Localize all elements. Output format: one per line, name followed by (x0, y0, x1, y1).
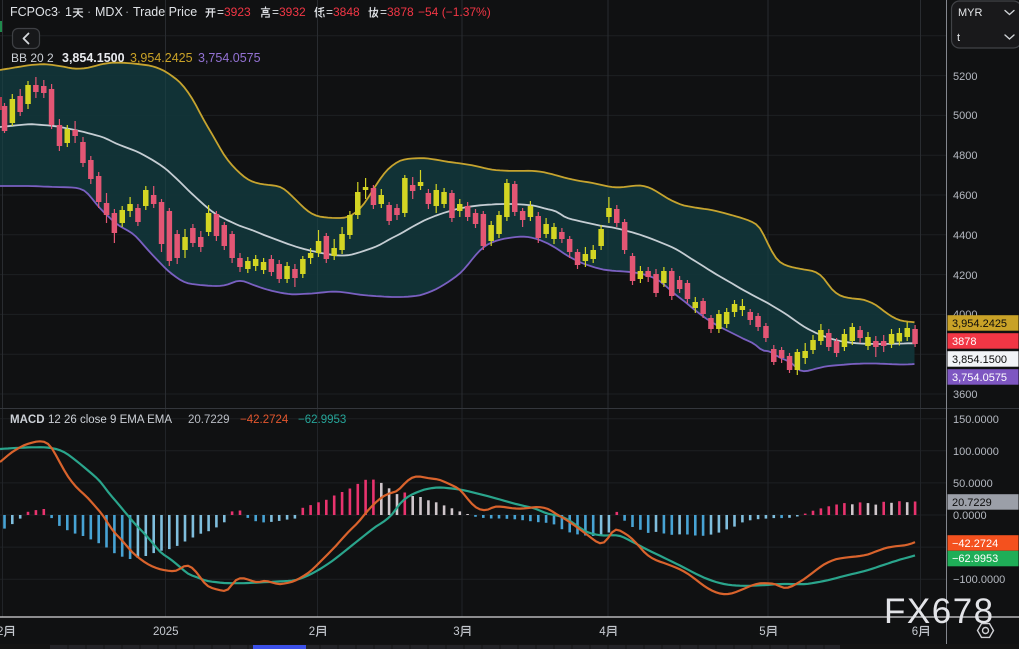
svg-text:3,854.1500: 3,854.1500 (62, 51, 125, 65)
svg-text:FCPOc3: FCPOc3 (10, 5, 58, 19)
svg-text:FX678: FX678 (884, 592, 995, 631)
svg-text:·: · (87, 5, 91, 19)
svg-text:12 26 close 9 EMA EMA: 12 26 close 9 EMA EMA (48, 414, 172, 426)
svg-text:4200: 4200 (953, 270, 977, 282)
svg-text:4400: 4400 (953, 230, 977, 242)
svg-text:3,954.2425: 3,954.2425 (130, 51, 193, 65)
svg-text:3878: 3878 (387, 5, 414, 19)
svg-text:0.0000: 0.0000 (953, 510, 987, 522)
svg-text:5: 5 (759, 626, 765, 638)
svg-text:4600: 4600 (953, 190, 977, 202)
svg-text:3,754.0575: 3,754.0575 (952, 372, 1007, 384)
svg-text:−100.0000: −100.0000 (953, 574, 1005, 586)
svg-text:2025: 2025 (153, 626, 179, 638)
svg-text:4800: 4800 (953, 150, 977, 162)
svg-text:=: = (380, 5, 387, 19)
svg-text:5200: 5200 (953, 71, 977, 83)
svg-text:MDX: MDX (95, 5, 123, 19)
svg-text:3878: 3878 (952, 336, 976, 348)
svg-text:6: 6 (912, 626, 918, 638)
svg-text:=: = (272, 5, 279, 19)
svg-text:3,954.2425: 3,954.2425 (952, 318, 1007, 330)
svg-text:3,854.1500: 3,854.1500 (952, 354, 1007, 366)
svg-text:5000: 5000 (953, 110, 977, 122)
svg-text:·: · (57, 5, 61, 19)
svg-text:−42.2724: −42.2724 (240, 414, 289, 426)
svg-text:Trade Price: Trade Price (133, 5, 197, 19)
svg-text:−42.2724: −42.2724 (952, 538, 998, 550)
svg-text:12: 12 (0, 626, 3, 638)
svg-text:BB 20 2: BB 20 2 (11, 51, 54, 65)
svg-text:=: = (217, 5, 224, 19)
svg-text:·: · (125, 5, 129, 19)
svg-text:150.0000: 150.0000 (953, 414, 999, 426)
svg-text:=: = (326, 5, 333, 19)
svg-text:−62.9953: −62.9953 (952, 553, 998, 565)
svg-text:20.7229: 20.7229 (188, 414, 230, 426)
svg-text:3,754.0575: 3,754.0575 (198, 51, 261, 65)
svg-text:3923: 3923 (224, 5, 251, 19)
svg-text:2: 2 (309, 626, 315, 638)
svg-text:3848: 3848 (333, 5, 360, 19)
svg-text:3: 3 (453, 626, 459, 638)
svg-text:50.0000: 50.0000 (953, 478, 993, 490)
svg-text:MACD: MACD (10, 414, 45, 426)
svg-text:MYR: MYR (958, 7, 983, 19)
svg-text:20.7229: 20.7229 (952, 497, 992, 509)
svg-text:−62.9953: −62.9953 (298, 414, 346, 426)
svg-text:3932: 3932 (279, 5, 306, 19)
svg-text:3600: 3600 (953, 389, 977, 401)
svg-text:−54 (−1.37%): −54 (−1.37%) (418, 5, 491, 19)
svg-text:4: 4 (599, 626, 606, 638)
svg-text:1: 1 (65, 5, 72, 19)
svg-text:100.0000: 100.0000 (953, 446, 999, 458)
svg-text:t: t (957, 32, 960, 44)
